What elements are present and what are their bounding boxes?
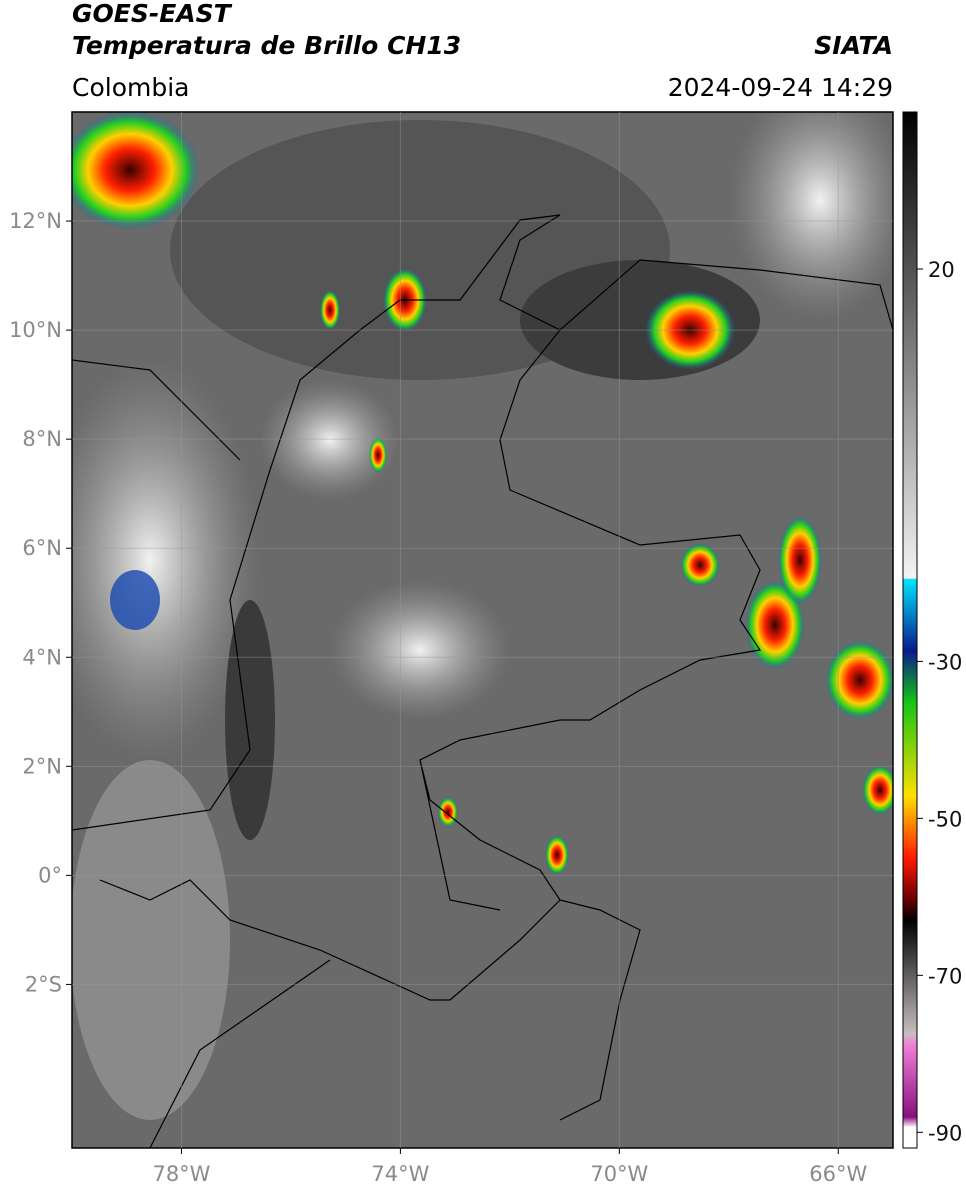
y-tick-label: 8°N bbox=[22, 427, 62, 451]
y-tick-label: 4°N bbox=[22, 645, 62, 669]
y-tick-label: 10°N bbox=[9, 318, 62, 342]
colorbar-tick-label: -70 bbox=[928, 964, 962, 988]
colorbar-tick-label: -90 bbox=[928, 1121, 962, 1145]
x-tick-label: 78°W bbox=[152, 1162, 210, 1186]
x-tick-label: 70°W bbox=[590, 1162, 648, 1186]
satellite: GOES-EAST bbox=[72, 0, 233, 28]
y-tick-label: 2°S bbox=[25, 972, 62, 996]
colorbar-tick-label: -50 bbox=[928, 807, 962, 831]
y-tick-label: 6°N bbox=[22, 536, 62, 560]
colorbar-tick-label: 20 bbox=[928, 258, 955, 282]
x-tick-label: 66°W bbox=[809, 1162, 867, 1186]
colorbar-tick-label: -30 bbox=[928, 650, 962, 674]
x-tick-label: 74°W bbox=[371, 1162, 429, 1186]
satellite-image bbox=[72, 112, 893, 1148]
colorbar bbox=[902, 111, 918, 1149]
y-tick-label: 0° bbox=[38, 863, 62, 887]
datetime: 2024-09-24 14:29 bbox=[668, 73, 893, 102]
map-frame bbox=[71, 111, 894, 1149]
source: SIATA bbox=[814, 31, 893, 60]
product: Temperatura de Brillo CH13 bbox=[72, 31, 461, 60]
y-tick-label: 12°N bbox=[9, 209, 62, 233]
y-tick-label: 2°N bbox=[22, 754, 62, 778]
region: Colombia bbox=[72, 73, 189, 102]
